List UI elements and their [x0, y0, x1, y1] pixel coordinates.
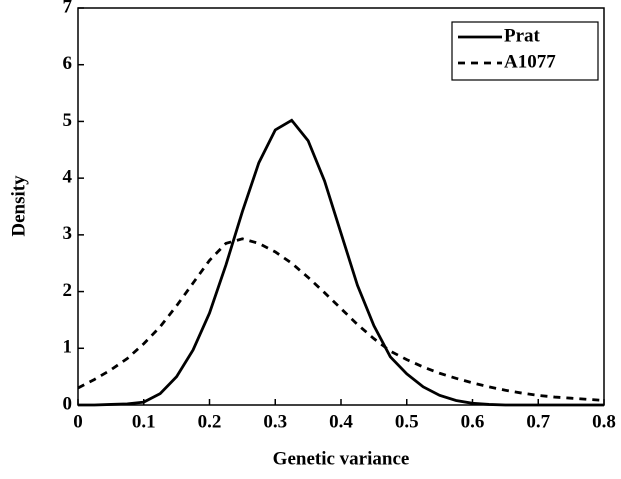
y-tick-label: 3 [63, 223, 73, 244]
y-tick-label: 1 [63, 337, 73, 358]
y-tick-label: 2 [63, 280, 73, 301]
x-tick-label: 0.6 [461, 411, 485, 432]
y-tick-label: 4 [63, 167, 73, 188]
series-line [77, 237, 605, 402]
x-tick-label: 0.1 [132, 411, 156, 432]
x-tick-label: 0.5 [395, 411, 419, 432]
x-tick-label: 0.4 [329, 411, 353, 432]
y-tick-label: 7 [63, 0, 73, 17]
x-tick-label: 0.7 [526, 411, 550, 432]
x-tick-label: 0.3 [263, 411, 287, 432]
x-tick-label: 0 [73, 411, 83, 432]
legend-label: Prat [504, 25, 541, 46]
x-tick-label: 0.2 [198, 411, 222, 432]
y-tick-label: 0 [63, 393, 73, 414]
legend-label: A1077 [504, 51, 556, 72]
y-axis-label: Density [8, 175, 29, 237]
x-axis-label: Genetic variance [273, 448, 410, 469]
x-tick-label: 0.8 [592, 411, 616, 432]
series-line [78, 118, 604, 407]
legend-box [451, 21, 599, 81]
y-tick-label: 6 [63, 53, 73, 74]
y-tick-label: 5 [63, 110, 73, 131]
